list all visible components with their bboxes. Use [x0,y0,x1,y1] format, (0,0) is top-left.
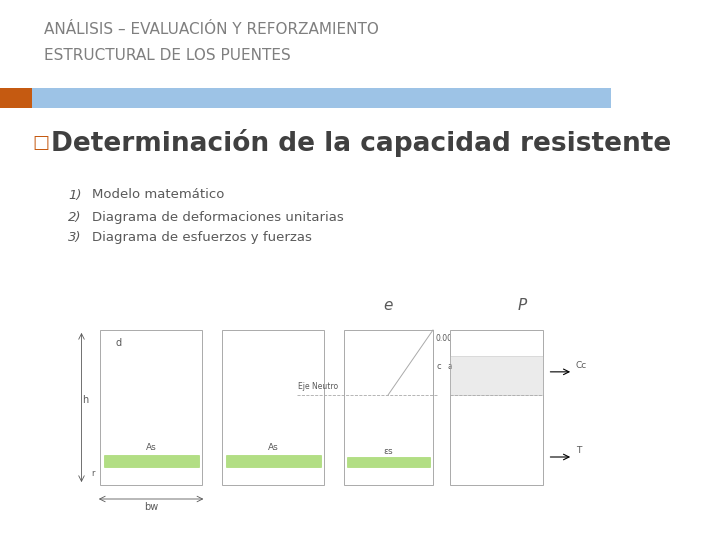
Text: T: T [575,446,581,455]
Bar [222,330,324,485]
Text: As: As [268,442,279,451]
Text: ESTRUCTURAL DE LOS PUENTES: ESTRUCTURAL DE LOS PUENTES [44,48,291,63]
Bar [226,455,321,467]
Bar [100,330,202,485]
Text: Cc: Cc [575,361,587,370]
Text: 1): 1) [68,188,81,201]
Text: 3): 3) [68,232,81,245]
Text: ANÁLISIS – EVALUACIÓN Y REFORZAMIENTO: ANÁLISIS – EVALUACIÓN Y REFORZAMIENTO [44,22,379,37]
Text: c: c [437,362,441,372]
Text: P: P [518,298,527,313]
Text: r: r [91,469,95,477]
Text: εs: εs [384,447,393,456]
Text: Diagrama de deformaciones unitarias: Diagrama de deformaciones unitarias [91,212,343,225]
Bar [450,330,544,485]
Bar [104,455,199,467]
Text: 2): 2) [68,212,81,225]
Text: h: h [82,395,88,405]
Bar [0,88,611,108]
Text: Eje Neutro: Eje Neutro [298,382,338,391]
Text: bw: bw [144,502,158,512]
Text: As: As [145,442,156,451]
Bar [0,88,32,108]
Text: e: e [384,298,393,313]
Text: a: a [447,362,452,372]
Text: Modelo matemático: Modelo matemático [91,188,224,201]
Text: d: d [115,338,122,348]
Bar [347,457,430,467]
Bar [344,330,433,485]
Text: 0.003: 0.003 [436,334,457,343]
Bar [450,356,544,395]
Text: Diagrama de esfuerzos y fuerzas: Diagrama de esfuerzos y fuerzas [91,232,312,245]
Text: □: □ [32,134,49,152]
Text: Determinación de la capacidad resistente: Determinación de la capacidad resistente [51,129,671,157]
